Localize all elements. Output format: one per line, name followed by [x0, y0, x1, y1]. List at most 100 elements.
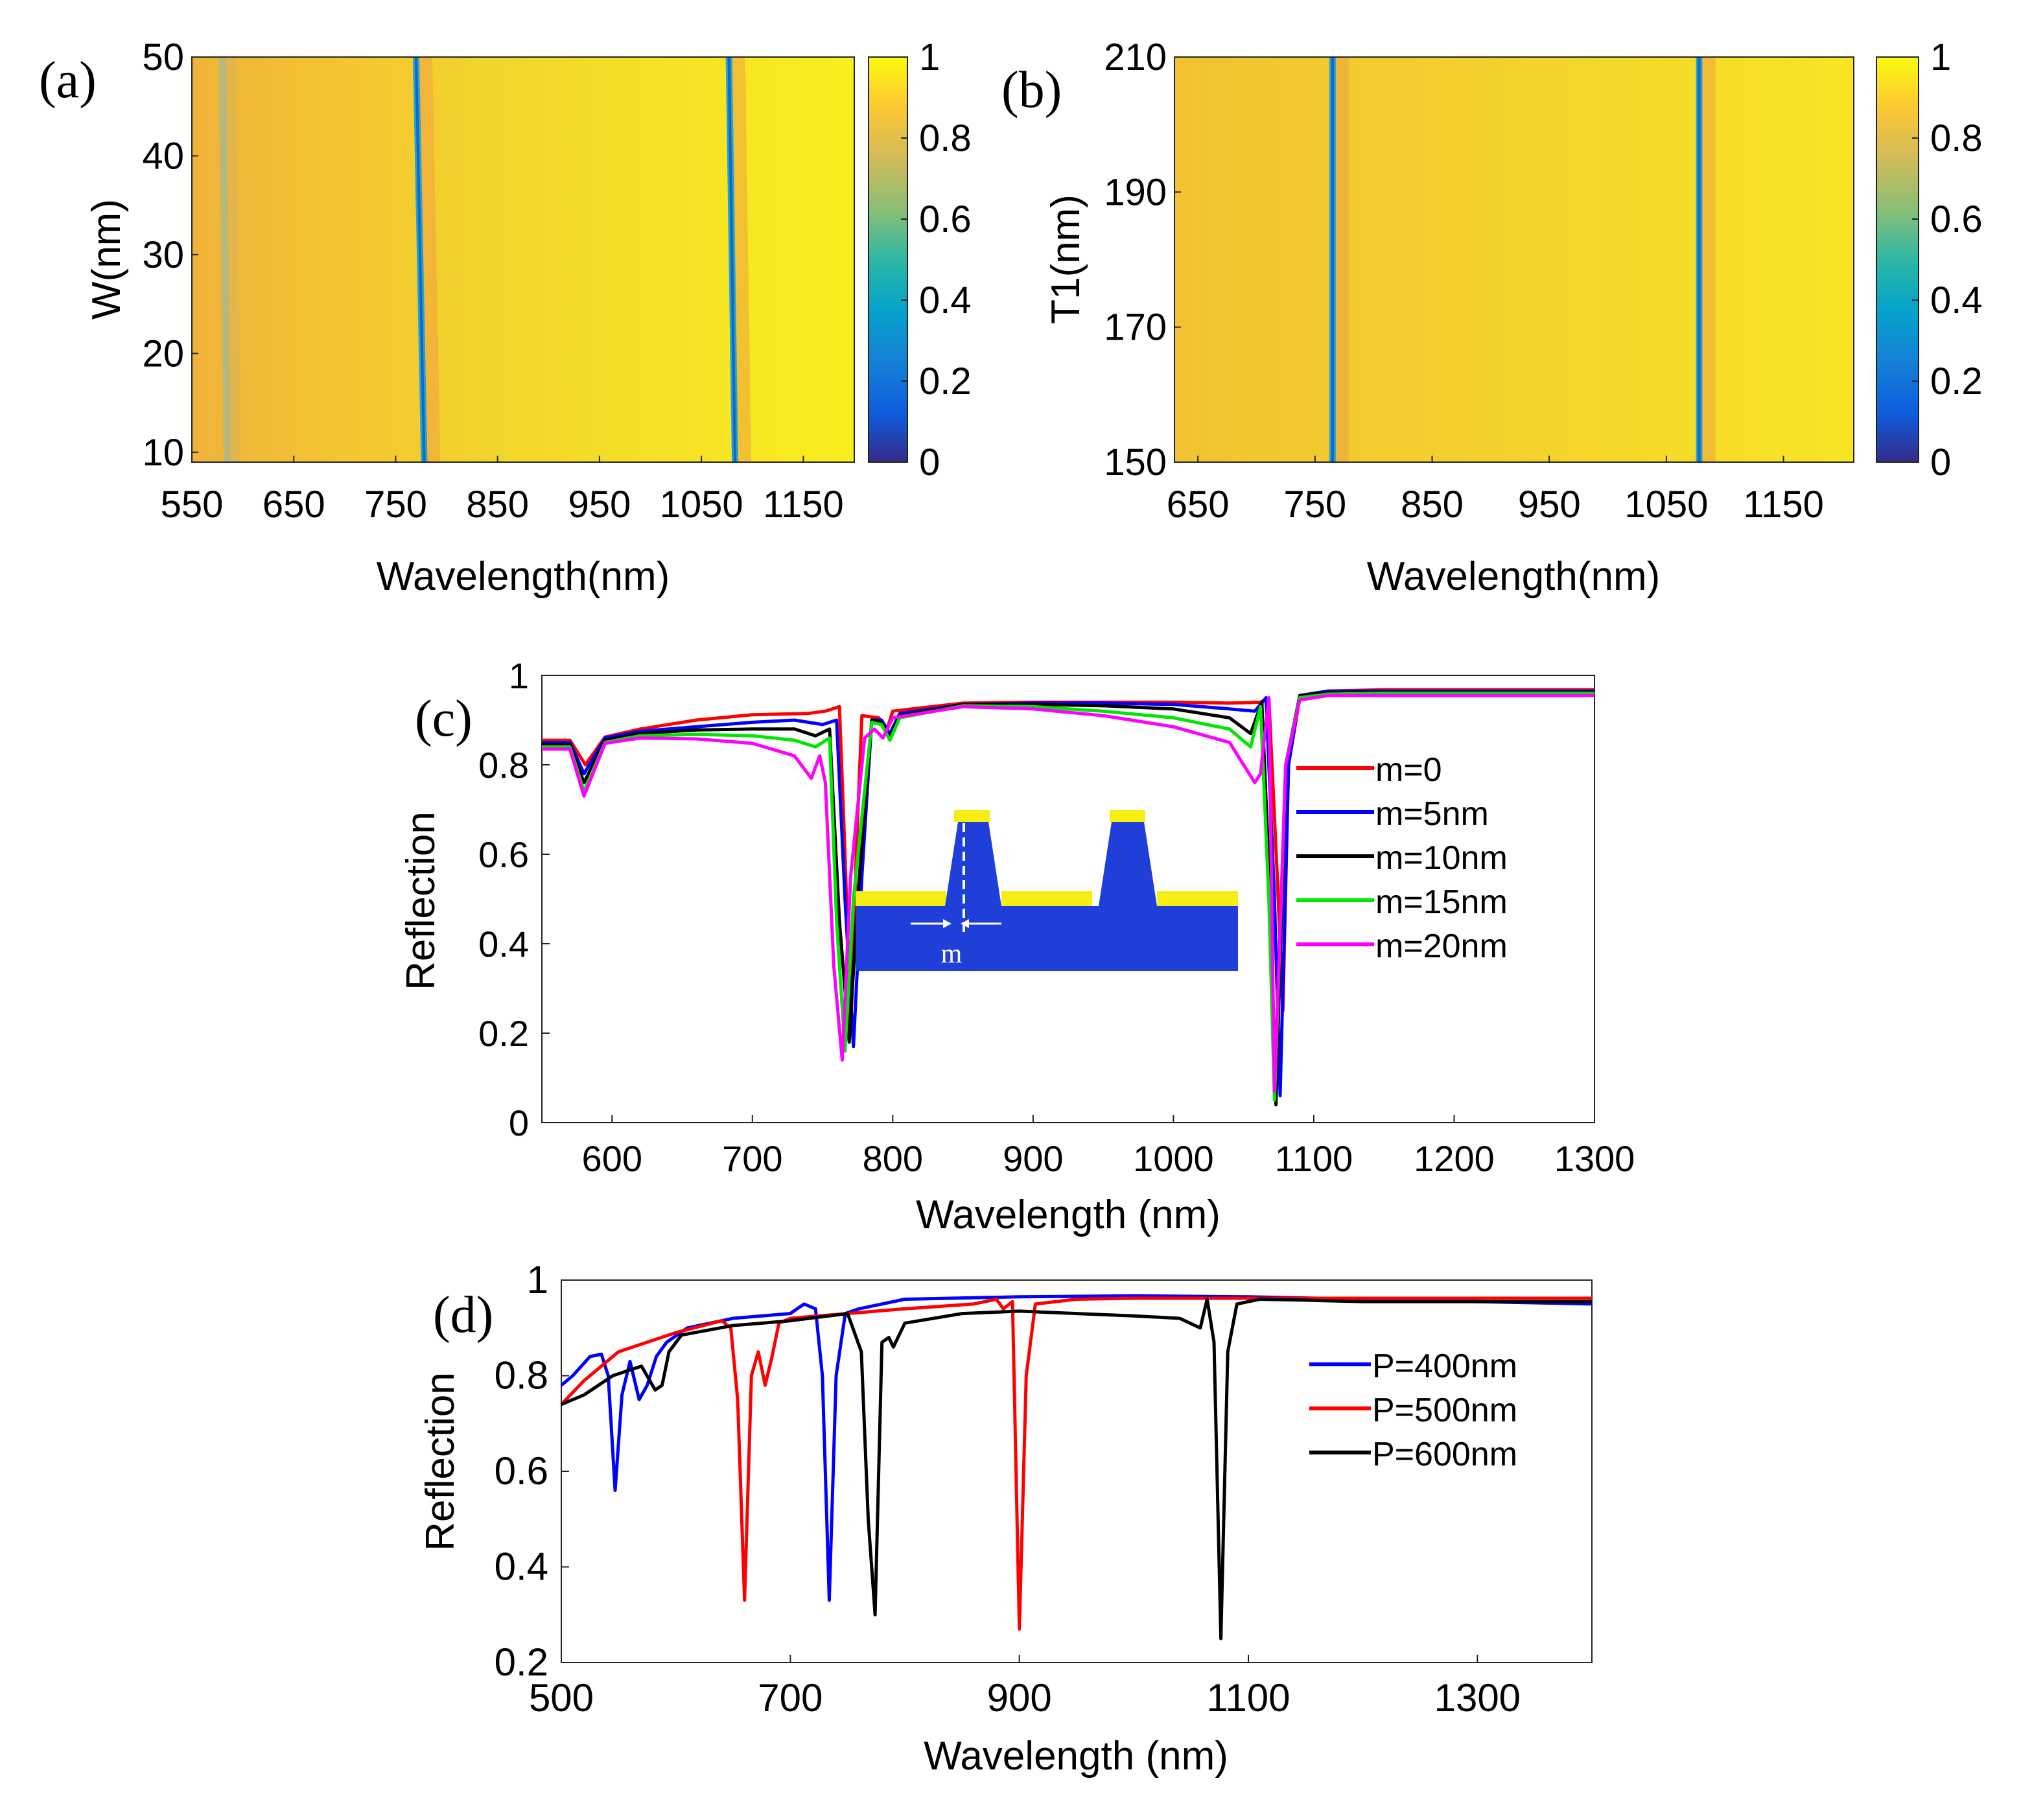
x-tick-label: 500	[529, 1676, 594, 1720]
x-tick-label: 1100	[1275, 1138, 1353, 1179]
inset-gold-layer-right	[1157, 891, 1238, 906]
y-tick-label: 0.4	[495, 1545, 548, 1589]
panel-d-y-label: Reflection	[418, 1372, 463, 1551]
inset-gold-cap-right	[1110, 810, 1145, 822]
panel-a-heatmap-background	[192, 57, 854, 462]
x-tick-label: 850	[466, 484, 529, 526]
legend-label: m=10nm	[1375, 839, 1508, 877]
x-tick-label: 1300	[1434, 1676, 1521, 1720]
x-tick-label: 550	[161, 484, 224, 526]
y-tick-label: 0.6	[478, 834, 529, 875]
colorbar-tick-label: 0.6	[919, 198, 972, 240]
panel-b-resonance-bands	[1329, 57, 1716, 462]
inset-arrowhead-left	[943, 919, 952, 928]
y-tick-label: 1	[527, 1258, 548, 1301]
panel-c-letter: (c)	[415, 690, 473, 747]
y-tick-label: 10	[142, 432, 184, 474]
x-tick-label: 1050	[660, 484, 743, 526]
colorbar-tick-label: 0.2	[919, 360, 972, 402]
inset-gold-layer-left	[856, 891, 946, 906]
panel-a-colorbar	[868, 56, 908, 463]
panel-a-x-ticks: 550 650 750 850 950 1050 1150	[161, 456, 844, 526]
panel-c-y-label: Reflection	[399, 811, 443, 990]
y-tick-label: 0.4	[478, 924, 529, 964]
panel-b-frame	[1174, 56, 1854, 463]
y-tick-label: 0	[509, 1102, 529, 1143]
panel-a-y-label: W(nm)	[84, 199, 129, 320]
panel-a-x-label: Wavelength(nm)	[377, 554, 670, 599]
panel-a-plot-area	[191, 56, 855, 463]
legend-label: m=15nm	[1375, 883, 1508, 921]
panel-b-y-label: T1(nm)	[1044, 194, 1088, 324]
panel-c-x-label: Wavelength (nm)	[916, 1193, 1220, 1237]
panel-d-y-ticks: 0.2 0.4 0.6 0.8 1	[495, 1258, 569, 1684]
series-line-P=600nm	[561, 1298, 1592, 1640]
colorbar-tick-label: 0.2	[1930, 360, 1983, 402]
y-tick-label: 0.8	[478, 745, 529, 786]
y-tick-label: 0.8	[495, 1354, 548, 1397]
panel-d-x-label: Wavelength (nm)	[924, 1734, 1228, 1779]
resonance-band-core	[727, 56, 737, 463]
y-tick-label: 50	[142, 36, 184, 78]
colorbar-tick-label: 0	[919, 441, 940, 484]
x-tick-label: 850	[1401, 484, 1464, 526]
x-tick-label: 600	[582, 1138, 642, 1179]
x-tick-label: 900	[987, 1676, 1052, 1720]
colorbar-tick-label: 1	[1930, 36, 1951, 78]
panel-c-inset-schematic: m	[856, 810, 1238, 971]
panel-d-series	[560, 1294, 1593, 1640]
inset-gold-cap-left	[954, 810, 990, 822]
colorbar-tick-label: 0.4	[919, 279, 972, 321]
colorbar-tick-label: 0.8	[919, 117, 972, 159]
x-tick-label: 650	[1167, 484, 1230, 526]
x-tick-label: 750	[1283, 484, 1346, 526]
legend-label: m=0	[1375, 751, 1442, 789]
legend-label: m=20nm	[1375, 928, 1508, 965]
x-tick-label: 950	[568, 484, 631, 526]
inset-substrate	[856, 906, 1238, 971]
y-tick-label: 190	[1104, 171, 1167, 213]
panel-c-y-ticks: 0 0.2 0.4 0.6 0.8 1	[478, 655, 550, 1143]
y-tick-label: 20	[142, 332, 184, 375]
y-tick-label: 170	[1104, 307, 1167, 349]
resonance-halo	[730, 56, 752, 463]
panel-b-x-label: Wavelength(nm)	[1367, 554, 1661, 599]
legend-label: P=400nm	[1372, 1348, 1517, 1385]
legend-label: P=500nm	[1372, 1392, 1517, 1429]
x-tick-label: 900	[1003, 1138, 1063, 1179]
inset-ridge-right	[1099, 822, 1157, 906]
colorbar-tick-label: 0.8	[1930, 117, 1983, 159]
x-tick-label: 1100	[1206, 1676, 1290, 1720]
x-tick-label: 700	[758, 1676, 823, 1720]
inset-ridge-left	[945, 822, 1001, 906]
series-line-m=20nm	[542, 694, 1594, 1093]
panel-b-plot-area	[1174, 56, 1854, 463]
colorbar-tick-label: 0	[1930, 441, 1951, 484]
panel-c-series	[542, 688, 1594, 1106]
resonance-halo	[417, 56, 441, 463]
panel-a-resonance-bands	[218, 56, 752, 463]
inset-arrowhead-right	[961, 919, 969, 928]
x-tick-label: 800	[863, 1138, 923, 1179]
x-tick-label: 650	[263, 484, 325, 526]
x-tick-label: 1200	[1414, 1138, 1495, 1179]
x-tick-label: 1300	[1554, 1138, 1635, 1179]
x-tick-label: 1150	[763, 484, 844, 526]
panel-b-x-ticks: 650 750 850 950 1050 1150	[1167, 456, 1824, 526]
panel-b-letter: (b)	[1001, 62, 1062, 119]
resonance-band-core	[414, 56, 426, 463]
colorbar-tick-label: 0.6	[1930, 198, 1983, 240]
inset-gold-layer-middle	[1001, 891, 1092, 906]
y-tick-label: 0.2	[478, 1013, 529, 1054]
x-tick-label: 950	[1518, 484, 1581, 526]
panel-b-y-ticks: 150 170 190 210	[1104, 36, 1181, 484]
series-line-P=400nm	[560, 1294, 1593, 1602]
y-tick-label: 40	[142, 135, 184, 177]
panel-a-y-ticks: 10 20 30 40 50	[142, 36, 198, 474]
x-tick-label: 1150	[1743, 484, 1824, 526]
panel-d-legend: P=400nm P=500nm P=600nm	[1309, 1348, 1517, 1473]
panel-c: (c) 600 700 800 900 1000 1100 1200 1300 0 0.2 0.4…	[399, 655, 1635, 1237]
y-tick-label: 1	[509, 655, 529, 696]
